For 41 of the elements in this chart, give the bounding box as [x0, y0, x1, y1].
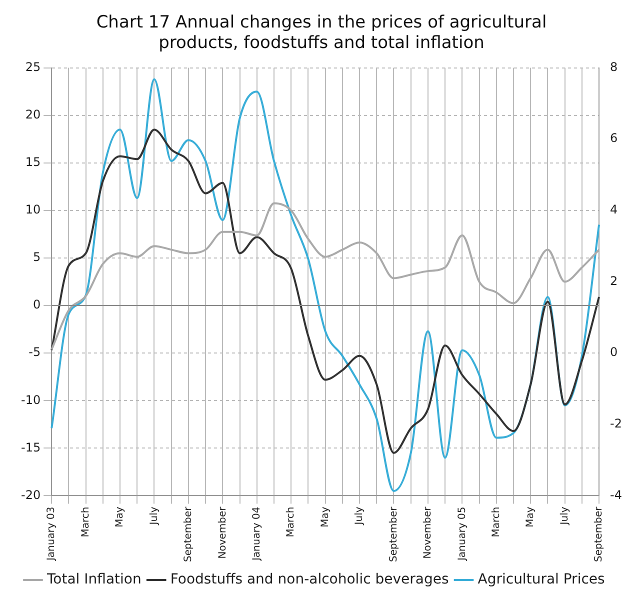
legend-label: Foodstuffs and non-alcoholic beverages: [170, 572, 449, 588]
x-tick-label: March: [286, 506, 297, 538]
x-tick-label: March: [490, 506, 502, 538]
y-tick-label: 0: [32, 298, 41, 312]
y-tick-label: -5: [28, 345, 41, 360]
x-tick-label: November: [422, 506, 434, 559]
x-tick-label: September: [388, 506, 400, 562]
y-tick-label: 5: [32, 250, 41, 264]
y2-tick-label: 6: [610, 131, 618, 146]
x-tick-label: July: [148, 506, 160, 526]
x-tick-label: March: [80, 506, 92, 538]
x-tick-label: July: [354, 506, 366, 526]
y-tick-label: -10: [20, 392, 41, 407]
y2-tick-label: -4: [610, 488, 622, 502]
legend-label: Agricultural Prices: [478, 572, 605, 588]
y-tick-label: 15: [25, 155, 41, 170]
y-tick-label: 20: [25, 107, 41, 122]
y-tick-label: -20: [20, 488, 41, 502]
x-tick-label: January 04: [251, 506, 262, 562]
x-tick-label: January 03: [46, 506, 58, 562]
y2-tick-label: 4: [610, 202, 618, 217]
x-tick-label: July: [559, 506, 570, 526]
y-tick-label: -15: [20, 440, 41, 454]
x-tick-label: January 05: [456, 506, 468, 562]
x-tick-label: November: [217, 506, 228, 559]
x-tick-label: May: [320, 506, 331, 528]
x-tick-label: September: [594, 506, 605, 562]
y2-tick-label: -2: [610, 416, 622, 431]
y-tick-label: 10: [25, 202, 41, 217]
y-tick-label: 25: [25, 60, 41, 74]
line-series: [50, 78, 600, 492]
legend-label: Total Inflation: [46, 572, 142, 588]
y2-tick-label: 8: [610, 60, 618, 74]
x-tick-label: May: [114, 506, 126, 528]
y2-tick-label: 0: [610, 345, 618, 360]
line-series: [50, 202, 600, 351]
y2-tick-label: 2: [610, 274, 618, 288]
line-series: [50, 128, 600, 454]
x-tick-label: May: [525, 506, 536, 528]
x-tick-label: September: [183, 506, 194, 562]
chart-title: Chart 17 Annual changes in the prices of agricultural products, foodstuffs and total inflation: [96, 12, 547, 54]
